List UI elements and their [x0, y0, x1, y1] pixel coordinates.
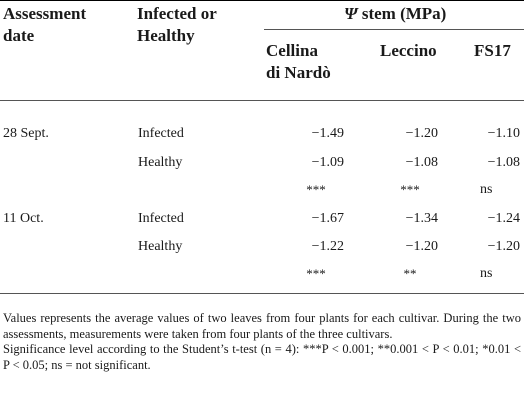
table-cell: −1.20	[405, 126, 438, 141]
footnote-values: Values represents the average values of …	[3, 311, 521, 341]
significance-mark: ***	[306, 182, 326, 197]
header-assessment-date: Assessment date	[3, 3, 86, 47]
table-cell: −1.22	[311, 239, 344, 254]
significance-mark: **	[403, 266, 417, 281]
table-cell: −1.10	[487, 126, 520, 141]
psi-header-underline	[264, 29, 524, 30]
header-cultivar-leccino: Leccino	[380, 41, 437, 60]
row-status: Healthy	[138, 155, 183, 170]
table-cell: −1.24	[487, 211, 520, 226]
table-cell: −1.20	[487, 239, 520, 254]
top-rule	[0, 0, 524, 1]
table-cell: −1.20	[405, 239, 438, 254]
table-cell: −1.09	[311, 155, 344, 170]
table-cell: −1.49	[311, 126, 344, 141]
significance-mark: ***	[400, 182, 420, 197]
header-bottom-rule	[0, 100, 524, 101]
row-status: Healthy	[138, 239, 183, 254]
footnotes: Values represents the average values of …	[3, 311, 521, 373]
table-cell: −1.08	[405, 155, 438, 170]
psi-stem-label: stem (MPa)	[361, 4, 447, 23]
header-cultivar-fs17: FS17	[474, 41, 511, 60]
row-status: Infected	[138, 211, 184, 226]
table-cell: −1.08	[487, 155, 520, 170]
significance-mark: ns	[480, 266, 493, 281]
significance-mark: ***	[306, 266, 326, 281]
table-bottom-rule	[0, 293, 524, 294]
header-assessment-line2: date	[3, 26, 35, 45]
header-infected-line2: Healthy	[137, 26, 195, 45]
header-assessment-line1: Assessment	[3, 4, 87, 23]
header-cultivar-cellina: Cellina di Nardò	[266, 40, 331, 84]
footnote-significance: Significance level according to the Stud…	[3, 342, 521, 372]
header-infected-line1: Infected or	[137, 4, 217, 23]
table-cell: −1.34	[405, 211, 438, 226]
row-status: Infected	[138, 126, 184, 141]
header-psi-stem: Ψ stem (MPa)	[344, 3, 446, 25]
psi-symbol: Ψ	[344, 4, 358, 23]
group-date: 28 Sept.	[3, 126, 49, 141]
table-cell: −1.67	[311, 211, 344, 226]
group-date: 11 Oct.	[3, 211, 44, 226]
significance-mark: ns	[480, 182, 493, 197]
header-infected-or-healthy: Infected or Healthy	[137, 3, 217, 47]
cultivar-cellina-line1: Cellina	[266, 41, 318, 60]
cultivar-cellina-line2: di Nardò	[266, 63, 331, 82]
